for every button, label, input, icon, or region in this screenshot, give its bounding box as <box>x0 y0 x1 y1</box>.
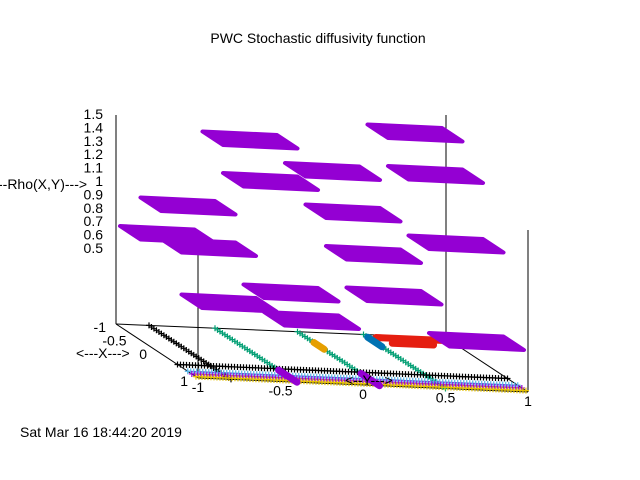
timestamp: Sat Mar 16 18:44:20 2019 <box>20 424 182 440</box>
surface-patch <box>303 202 403 224</box>
surface-patch <box>159 237 258 258</box>
surface-patch <box>138 195 238 217</box>
z-tick-label: 0.8 <box>84 200 104 216</box>
x-tick-label: -1 <box>94 319 107 335</box>
tick-labels: 1.51.41.31.21.110.90.80.70.60.5-1-0.501-… <box>84 106 533 409</box>
contour-segment-line <box>364 333 386 351</box>
surface-patch <box>427 331 526 352</box>
surface-patch <box>365 122 465 144</box>
contour-segment-line <box>275 366 301 386</box>
surface-patch <box>179 292 279 314</box>
contour-segment-1 <box>388 339 438 349</box>
x-tick-label: 0 <box>139 346 147 362</box>
contour-segment-2 <box>364 333 386 351</box>
y-tick-label: 0 <box>359 386 367 402</box>
contour-segment-3 <box>310 339 328 353</box>
z-tick-label: 1 <box>95 173 103 189</box>
surface-patch <box>406 233 506 255</box>
surface-patches <box>118 122 526 352</box>
contour-segment-line <box>310 339 328 353</box>
contour-segment-5 <box>357 370 383 390</box>
z-tick-label: 0.9 <box>84 186 104 202</box>
z-tick-label: 1.5 <box>84 106 104 122</box>
contour-mark <box>522 387 529 394</box>
y-tick-label: -0.5 <box>268 383 292 399</box>
surface-patch <box>344 285 444 307</box>
x-tick-label: 1 <box>180 373 188 389</box>
surface-patch <box>324 244 423 265</box>
base-contours <box>146 322 529 394</box>
y-axis-label: <--Y---> <box>345 372 393 388</box>
y-tick-label: 1 <box>524 393 532 409</box>
chart-title: PWC Stochastic diffusivity function <box>210 30 425 46</box>
surface-patch <box>200 129 300 151</box>
surface-patch <box>262 310 361 331</box>
surface-patch <box>386 164 485 185</box>
x-axis-line <box>115 323 199 379</box>
surface-patch <box>241 282 341 304</box>
contour-segment-0 <box>372 334 446 344</box>
contour-segment-4 <box>275 366 301 386</box>
contour-segment-line <box>388 339 438 349</box>
x-axis-label: <---X---> <box>76 345 130 361</box>
contour-line-4 <box>174 361 511 382</box>
contour-segment-line <box>372 334 446 344</box>
z-tick-label: 0.7 <box>84 213 104 229</box>
z-tick-label: 0.6 <box>84 227 104 243</box>
contour-mark <box>504 375 511 382</box>
z-tick-label: 1.1 <box>84 160 104 176</box>
y-tick-label: 0.5 <box>436 390 456 406</box>
z-tick-label: 1.4 <box>84 119 104 135</box>
contour-line-0 <box>146 322 234 383</box>
z-tick-label: 1.3 <box>84 133 104 149</box>
x-tick-label: -0.5 <box>102 333 126 349</box>
surface-patch <box>221 171 320 192</box>
z-axis-label: --Rho(X,Y)---> <box>0 176 87 192</box>
z-tick-label: 0.5 <box>84 240 104 256</box>
y-tick-label: -1 <box>192 379 205 395</box>
surface-patch <box>283 161 382 182</box>
contour-segment-line <box>357 370 383 390</box>
z-tick-label: 1.2 <box>84 146 104 162</box>
